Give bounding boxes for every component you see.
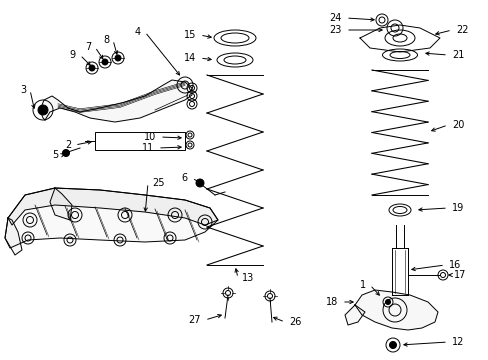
Circle shape (196, 179, 203, 187)
Text: 25: 25 (152, 178, 164, 188)
Polygon shape (345, 305, 364, 325)
Text: 15: 15 (183, 30, 196, 40)
Text: 18: 18 (325, 297, 337, 307)
Text: 14: 14 (183, 53, 196, 63)
Polygon shape (8, 188, 218, 225)
Circle shape (41, 108, 45, 112)
Circle shape (89, 65, 95, 71)
Text: 10: 10 (143, 132, 156, 142)
Polygon shape (354, 290, 437, 330)
Text: 16: 16 (448, 260, 460, 270)
Text: 4: 4 (135, 27, 141, 37)
Text: 1: 1 (359, 280, 365, 290)
Text: 17: 17 (453, 270, 466, 280)
Text: 3: 3 (20, 85, 26, 95)
Text: 23: 23 (329, 25, 341, 35)
Circle shape (389, 342, 396, 348)
Circle shape (62, 149, 69, 157)
Polygon shape (50, 188, 72, 220)
Text: 22: 22 (455, 25, 468, 35)
Text: 5: 5 (52, 150, 58, 160)
Text: 9: 9 (70, 50, 76, 60)
Polygon shape (5, 188, 218, 248)
Circle shape (38, 105, 48, 115)
Text: 7: 7 (84, 42, 91, 52)
Text: 11: 11 (142, 143, 154, 153)
Text: 2: 2 (64, 140, 71, 150)
Text: 24: 24 (329, 13, 341, 23)
Circle shape (385, 300, 390, 305)
Circle shape (115, 55, 121, 61)
Text: 27: 27 (188, 315, 201, 325)
Text: 19: 19 (451, 203, 463, 213)
Text: 20: 20 (451, 120, 464, 130)
Bar (95, 132, 184, 150)
Text: 13: 13 (242, 273, 254, 283)
Text: 12: 12 (451, 337, 464, 347)
Text: 8: 8 (102, 35, 109, 45)
Text: 6: 6 (182, 173, 187, 183)
Circle shape (102, 59, 108, 65)
Text: 26: 26 (288, 317, 301, 327)
Polygon shape (5, 218, 22, 255)
Polygon shape (40, 80, 192, 122)
Text: 21: 21 (451, 50, 464, 60)
